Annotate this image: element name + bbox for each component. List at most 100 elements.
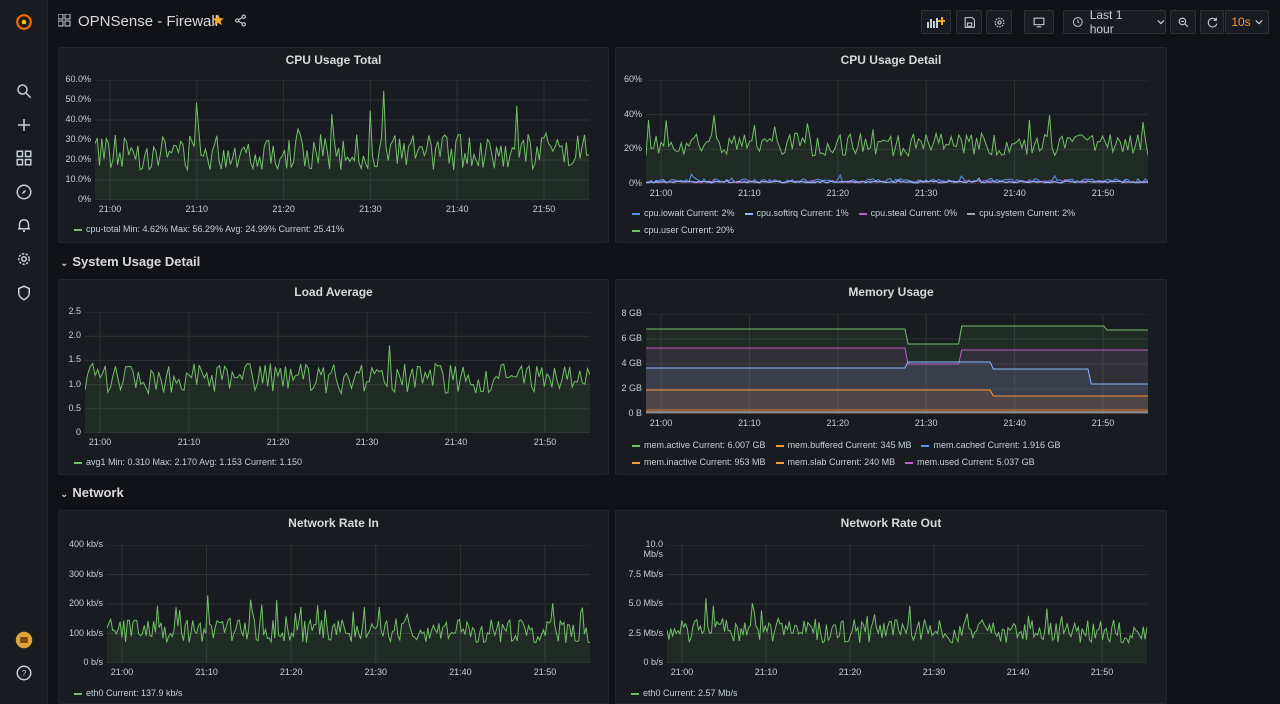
refresh-button[interactable]: [1200, 10, 1224, 34]
x-tick-label: 21:40: [449, 667, 472, 677]
legend-item[interactable]: eth0 Current: 2.57 Mb/s: [631, 688, 738, 698]
x-tick-label: 21:50: [532, 204, 556, 214]
y-tick-label: 10.0 Mb/s: [643, 539, 663, 559]
cpu-system-line[interactable]: [646, 173, 1148, 184]
legend-swatch: [905, 461, 914, 464]
mem-inactive-line[interactable]: [646, 389, 1148, 397]
legend-item[interactable]: mem.cached Current: 1.916 GB: [921, 440, 1061, 450]
x-tick-label: 21:00: [88, 437, 112, 447]
cpu-total-line[interactable]: [95, 90, 589, 172]
y-tick-label: 10.0%: [65, 174, 91, 184]
y-tick-label: 0 B: [628, 408, 642, 418]
x-tick-label: 21:10: [195, 667, 218, 677]
chart-plot-area[interactable]: [646, 314, 1148, 414]
shield-icon[interactable]: [12, 281, 36, 305]
y-tick-label: 200 kb/s: [68, 598, 103, 608]
legend-text: eth0 Current: 137.9 kb/s: [86, 688, 183, 698]
legend-text: cpu.user Current: 20%: [644, 225, 735, 235]
legend-item[interactable]: mem.used Current: 5.037 GB: [905, 457, 1035, 467]
legend-swatch: [744, 212, 753, 215]
x-tick-label: 21:20: [266, 437, 290, 447]
plus-icon[interactable]: [12, 113, 36, 137]
x-tick-label: 21:30: [364, 667, 388, 677]
save-dashboard-button[interactable]: [956, 10, 982, 34]
avg1-line[interactable]: [85, 345, 590, 396]
zoom-out-button[interactable]: [1170, 10, 1196, 34]
legend-item[interactable]: cpu.softirq Current: 1%: [744, 208, 849, 218]
chart-plot-area[interactable]: [95, 80, 589, 200]
y-tick-label: 60%: [623, 74, 642, 84]
y-tick-label: 300 kb/s: [68, 568, 103, 579]
legend-swatch: [74, 228, 82, 231]
help-icon[interactable]: ?: [12, 661, 36, 685]
x-tick-label: 21:20: [826, 188, 850, 198]
mem-active-line[interactable]: [646, 325, 1148, 345]
eth0-line[interactable]: [107, 595, 590, 644]
legend-item[interactable]: cpu.user Current: 20%: [632, 225, 734, 235]
y-tick-label: 0.5: [68, 402, 81, 413]
y-tick-label: 40.0%: [65, 114, 91, 124]
legend-item[interactable]: mem.buffered Current: 345 MB: [775, 440, 911, 450]
panel-title[interactable]: CPU Usage Detail: [840, 53, 942, 67]
mem-cached-area: [646, 362, 1148, 414]
y-tick-label: 2.5 Mb/s: [628, 627, 663, 638]
mem-cached-line[interactable]: [646, 361, 1148, 385]
legend-item[interactable]: mem.slab Current: 240 MB: [775, 457, 896, 467]
add-panel-button[interactable]: [921, 10, 951, 34]
star-icon[interactable]: [211, 13, 225, 32]
dashboards-icon[interactable]: [12, 146, 36, 170]
legend-text: mem.cached Current: 1.916 GB: [933, 440, 1061, 450]
chart-plot-area[interactable]: [646, 80, 1148, 184]
chart-plot-area[interactable]: [667, 545, 1147, 663]
search-icon[interactable]: [12, 79, 36, 103]
panel-title[interactable]: Network Rate In: [288, 516, 379, 530]
dashboard-title[interactable]: OPNSense - Firewall: [78, 13, 219, 30]
y-tick-label: 40%: [623, 108, 642, 119]
refresh-interval-picker[interactable]: 10s: [1225, 10, 1269, 34]
panel-title[interactable]: CPU Usage Total: [285, 53, 382, 67]
chart-plot-area[interactable]: [85, 312, 590, 433]
panel-title[interactable]: Memory Usage: [848, 285, 934, 299]
legend-item[interactable]: eth0 Current: 137.9 kb/s: [74, 688, 183, 698]
time-range-picker[interactable]: Last 1 hour: [1063, 8, 1166, 36]
panel-cpu-usage-total: CPU Usage Total 60.0% 50.0% 40.0% 30.0% 20.0…: [58, 47, 609, 243]
y-tick-label: 0%: [77, 194, 91, 204]
explore-icon[interactable]: [12, 180, 36, 204]
x-tick-label: 21:50: [1091, 418, 1115, 428]
panel-title[interactable]: Network Rate Out: [840, 516, 942, 530]
y-tick-label: 8 GB: [621, 308, 642, 318]
chart-plot-area[interactable]: [107, 545, 590, 663]
panel-title[interactable]: Load Average: [294, 285, 373, 299]
sidebar: ?: [0, 0, 48, 704]
avatar[interactable]: [12, 628, 36, 652]
legend-item[interactable]: mem.inactive Current: 953 MB: [632, 457, 766, 467]
legend-item[interactable]: cpu.iowait Current: 2%: [632, 208, 735, 218]
alerting-icon[interactable]: [12, 213, 36, 237]
row-system-usage-detail[interactable]: ⌄ System Usage Detail: [60, 254, 200, 269]
cpu-user-line[interactable]: [646, 115, 1148, 158]
legend-item[interactable]: cpu-total Min: 4.62% Max: 56.29% Avg: 24…: [74, 224, 344, 234]
tv-mode-button[interactable]: [1024, 10, 1054, 34]
clock-icon: [1072, 17, 1083, 27]
dashboard-grid-icon: [57, 13, 71, 32]
eth0-line[interactable]: [667, 598, 1147, 645]
dashboard-settings-button[interactable]: [986, 10, 1012, 34]
share-icon[interactable]: [234, 14, 247, 32]
x-tick-label: 21:10: [738, 188, 761, 198]
chart-legend-row: cpu.user Current: 20%: [632, 225, 744, 235]
avg1-area: [85, 345, 590, 433]
grafana-logo-icon[interactable]: [12, 10, 36, 34]
mem-used-line[interactable]: [646, 347, 1148, 365]
legend-item[interactable]: cpu.system Current: 2%: [967, 208, 1075, 218]
row-network[interactable]: ⌄ Network: [60, 485, 124, 500]
legend-item[interactable]: mem.active Current: 6.007 GB: [632, 440, 766, 450]
x-tick-label: 21:10: [754, 667, 778, 677]
panel-network-rate-out: Network Rate Out 10.0 Mb/s 7.5 Mb/s 5.0 Mb…: [615, 510, 1167, 704]
legend-item[interactable]: cpu.steal Current: 0%: [858, 208, 957, 218]
x-tick-label: 21:10: [185, 204, 209, 214]
time-range-label: Last 1 hour: [1089, 8, 1123, 36]
legend-text: mem.slab Current: 240 MB: [787, 457, 896, 467]
legend-item[interactable]: avg1 Min: 0.310 Max: 2.170 Avg: 1.153 Cu…: [74, 457, 302, 467]
configuration-icon[interactable]: [12, 247, 36, 271]
cpu-softirq-line[interactable]: [646, 177, 1148, 184]
